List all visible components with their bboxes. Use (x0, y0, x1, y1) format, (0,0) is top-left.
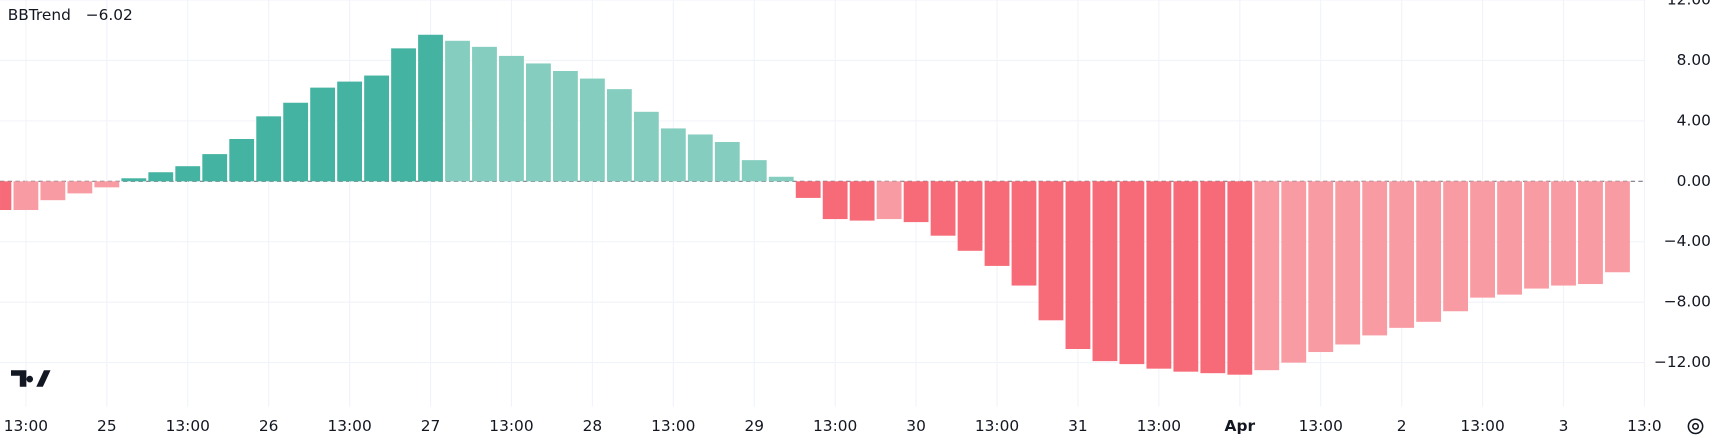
bar (849, 181, 875, 221)
bar (633, 111, 659, 182)
bar (957, 181, 983, 251)
bar (1308, 181, 1334, 353)
bar (1038, 181, 1064, 321)
y-tick-label: 0.00 (1677, 172, 1711, 190)
bar (1173, 181, 1199, 372)
x-tick-label: 13:00 (489, 417, 533, 435)
bar (472, 46, 497, 182)
x-tick-label: 13:00 (813, 417, 857, 435)
bar (1011, 181, 1037, 286)
bar (1335, 181, 1361, 345)
x-tick-label: 13:00 (1137, 417, 1181, 435)
x-tick-label: 13:00 (1460, 417, 1504, 435)
x-tick-label: 2 (1397, 417, 1407, 435)
x-tick-label: 25 (97, 417, 117, 435)
bar (1470, 181, 1495, 298)
bar (876, 181, 902, 220)
settings-ring[interactable] (1687, 418, 1704, 435)
bar (553, 71, 578, 182)
x-tick-label: 13:00 (327, 417, 371, 435)
y-tick-label: −8.00 (1664, 293, 1711, 311)
bar (822, 181, 848, 220)
x-tick-label: 13:00 (651, 417, 695, 435)
bars (0, 34, 1630, 375)
x-tick-label: 30 (906, 417, 926, 435)
bar (337, 81, 363, 182)
bar (0, 181, 12, 211)
bar (1092, 181, 1118, 362)
y-tick-label: 8.00 (1677, 51, 1711, 69)
y-tick-label: 12.00 (1667, 0, 1711, 9)
y-tick-label: −4.00 (1664, 232, 1711, 250)
x-tick-label: 31 (1068, 417, 1088, 435)
labels: 12.00 8.00 4.00 0.00 −4.00 −8.00 −12.00 13:00 25… (4, 0, 1711, 435)
x-tick-label: 29 (744, 417, 764, 435)
bar (1578, 181, 1603, 285)
settings-core[interactable] (1692, 422, 1700, 430)
x-tick-label: 13:0 (1627, 417, 1662, 435)
bar (13, 181, 39, 211)
bar (1065, 181, 1091, 350)
bar (660, 128, 686, 182)
bar (67, 181, 93, 194)
bar (768, 176, 794, 182)
bar (1119, 181, 1145, 365)
bar (579, 78, 605, 182)
bar (1605, 181, 1630, 273)
x-tick-label: 13:00 (166, 417, 210, 435)
logo (10, 370, 51, 387)
bar (418, 34, 443, 182)
bar (94, 181, 120, 188)
bar (202, 154, 228, 182)
bar (1551, 181, 1576, 286)
y-tick-label: −12.00 (1654, 353, 1711, 371)
bar (310, 87, 336, 182)
bar (1416, 181, 1442, 322)
x-tick-label: 13:00 (975, 417, 1019, 435)
bar (175, 166, 201, 182)
x-tick-label: 26 (259, 417, 279, 435)
bar (903, 181, 929, 223)
x-tick-label: 28 (583, 417, 603, 435)
bar (445, 40, 470, 182)
bar (1200, 181, 1226, 374)
bar (741, 160, 767, 182)
bar (687, 134, 713, 182)
bar (40, 181, 66, 201)
x-tick-label: 3 (1559, 417, 1569, 435)
bar (714, 142, 740, 182)
bar (1227, 181, 1253, 375)
x-tick-label: 13:00 (1299, 417, 1343, 435)
x-tick-label: 27 (421, 417, 441, 435)
bar (1497, 181, 1522, 295)
last-value: −6.02 (86, 6, 133, 24)
bar (1254, 181, 1280, 371)
bar (1146, 181, 1172, 369)
x-tick-label: Apr (1225, 417, 1256, 435)
bar (526, 63, 551, 182)
bar (148, 172, 174, 182)
bar (606, 89, 632, 182)
bar (229, 138, 255, 182)
bar (256, 116, 282, 182)
bar (499, 55, 524, 182)
bar (283, 102, 309, 182)
indicator-title: BBTrend (8, 6, 71, 24)
bar (1443, 181, 1469, 312)
x-tick-label: 13:00 (4, 417, 48, 435)
bar (1281, 181, 1307, 363)
bar (121, 178, 147, 182)
bar (391, 48, 416, 182)
bar (795, 181, 821, 198)
bar (930, 181, 956, 236)
bar (1362, 181, 1388, 336)
bar (1524, 181, 1549, 289)
bar (984, 181, 1010, 266)
bar (1389, 181, 1415, 328)
settings-icon[interactable] (1687, 418, 1704, 435)
y-tick-label: 4.00 (1677, 111, 1711, 129)
bar (364, 75, 389, 182)
